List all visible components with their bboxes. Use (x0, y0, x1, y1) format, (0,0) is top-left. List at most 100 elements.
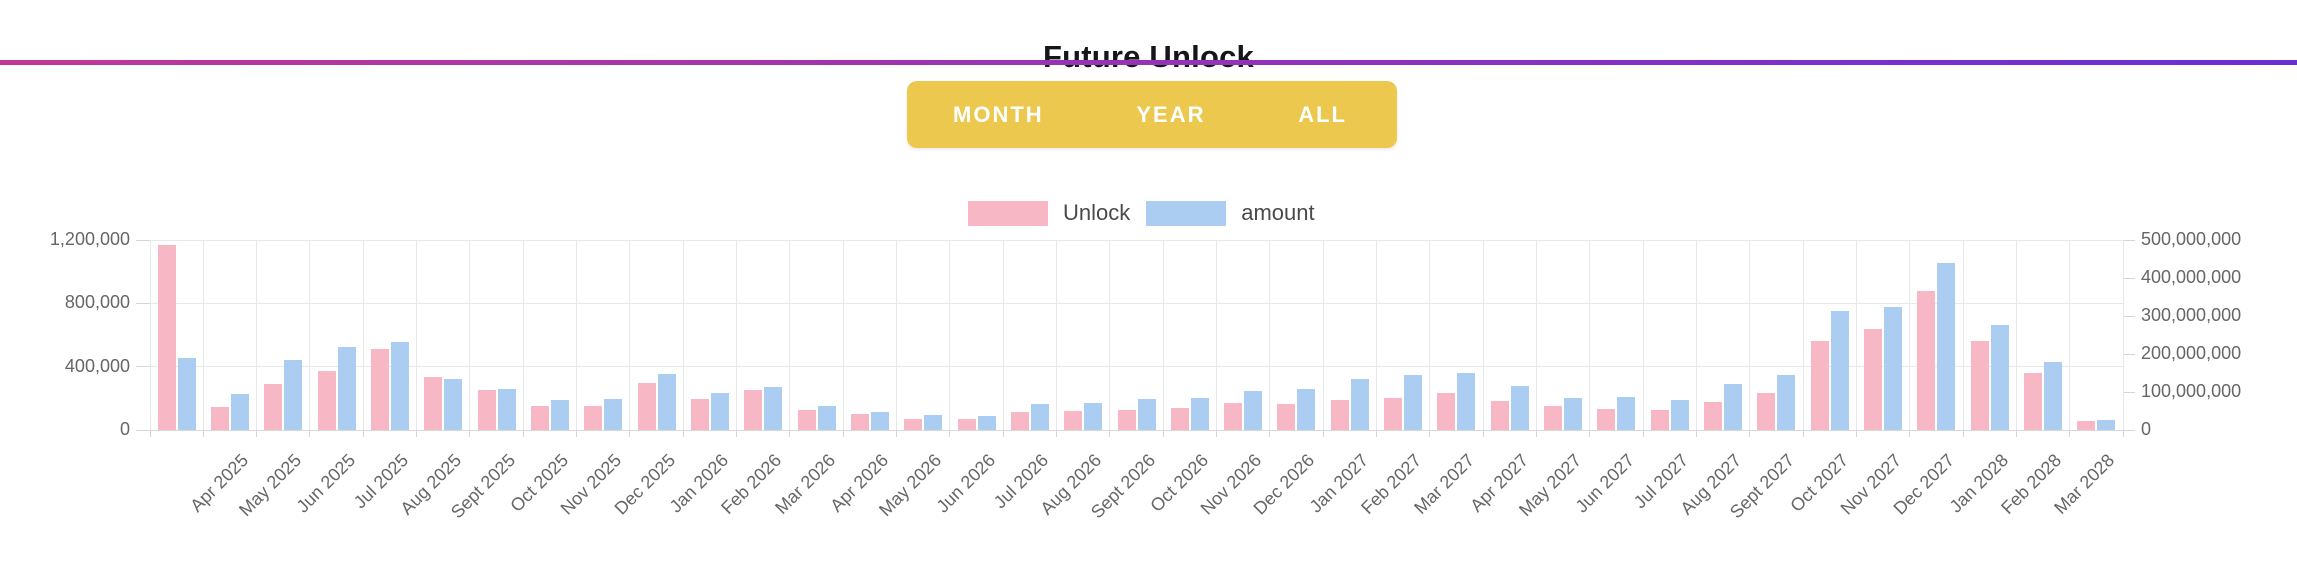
x-axis-tick (1269, 430, 1271, 437)
unlock-bar[interactable] (1970, 341, 1989, 430)
v-gridline (202, 240, 204, 430)
amount-bar[interactable] (497, 388, 516, 430)
legend-item-unlock[interactable]: Unlock (968, 200, 1130, 226)
unlock-bar[interactable] (1277, 404, 1296, 430)
unlock-bar[interactable] (1170, 408, 1189, 430)
y-axis-label-right: 300,000,000 (2141, 305, 2242, 325)
legend-item-amount[interactable]: amount (1146, 200, 1315, 226)
x-axis-tick (629, 430, 631, 437)
amount-bar[interactable] (1564, 397, 1583, 430)
amount-bar[interactable] (817, 406, 836, 430)
x-axis-tick (1482, 430, 1484, 437)
amount-bar[interactable] (2044, 362, 2062, 430)
unlock-bar[interactable] (1490, 401, 1509, 430)
v-gridline (1589, 240, 1591, 430)
unlock-bar[interactable] (744, 390, 763, 430)
amount-bar[interactable] (604, 398, 623, 430)
unlock-bar[interactable] (264, 384, 283, 430)
amount-bar[interactable] (337, 346, 356, 430)
amount-bar[interactable] (550, 400, 569, 430)
amount-bar[interactable] (1777, 375, 1796, 430)
unlock-bar[interactable] (1224, 403, 1243, 430)
unlock-bar[interactable] (1544, 406, 1563, 430)
unlock-bar[interactable] (904, 418, 923, 430)
unlock-bar[interactable] (957, 419, 976, 430)
v-gridline (629, 240, 631, 430)
amount-bar[interactable] (284, 359, 303, 430)
unlock-bar[interactable] (1384, 397, 1403, 430)
amount-bar[interactable] (2097, 420, 2116, 430)
amount-bar[interactable] (1084, 403, 1103, 430)
amount-bar[interactable] (177, 357, 196, 430)
unlock-bar[interactable] (584, 406, 603, 430)
unlock-bar[interactable] (850, 414, 869, 430)
unlock-bar[interactable] (1864, 328, 1883, 430)
unlock-bar[interactable] (210, 406, 229, 430)
unlock-bar[interactable] (370, 348, 389, 430)
unlock-bar[interactable] (1810, 341, 1829, 430)
unlock-bar[interactable] (317, 371, 336, 430)
amount-bar[interactable] (1830, 311, 1849, 430)
amount-bar[interactable] (977, 415, 996, 430)
amount-bar[interactable] (1404, 374, 1423, 430)
amount-bar[interactable] (444, 379, 463, 430)
x-axis-tick (1162, 430, 1164, 437)
unlock-bar[interactable] (1597, 409, 1616, 430)
unlock-bar[interactable] (690, 399, 709, 430)
amount-bar[interactable] (1670, 400, 1689, 430)
y-axis-tick-right (2123, 315, 2135, 317)
range-option-month[interactable]: MONTH (953, 101, 1044, 127)
unlock-bar[interactable] (1437, 392, 1456, 430)
unlock-bar[interactable] (1650, 410, 1669, 430)
amount-bar[interactable] (657, 373, 676, 430)
v-gridline (2122, 240, 2124, 430)
y-axis-tick-left (136, 239, 150, 241)
amount-bar[interactable] (1244, 391, 1263, 430)
x-axis-tick (2015, 430, 2017, 437)
amount-bar[interactable] (390, 342, 409, 430)
amount-bar[interactable] (1457, 373, 1476, 430)
range-option-all[interactable]: ALL (1298, 101, 1347, 127)
unlock-bar[interactable] (1010, 411, 1029, 430)
unlock-bar[interactable] (424, 377, 443, 430)
amount-bar[interactable] (870, 411, 889, 430)
amount-bar[interactable] (764, 386, 783, 430)
amount-bar[interactable] (230, 394, 249, 430)
unlock-bar[interactable] (2077, 420, 2096, 430)
v-gridline (1909, 240, 1911, 430)
amount-bar[interactable] (1724, 383, 1743, 430)
amount-bar[interactable] (1350, 379, 1369, 430)
amount-bar[interactable] (1030, 403, 1049, 430)
amount-bar[interactable] (1937, 263, 1956, 430)
v-gridline (1109, 240, 1111, 430)
h-gridline (150, 239, 2123, 241)
range-option-year[interactable]: YEAR (1136, 101, 1206, 127)
x-axis-tick (789, 430, 791, 437)
legend-swatch-unlock (968, 200, 1048, 226)
amount-bar[interactable] (1510, 386, 1529, 430)
amount-bar[interactable] (1990, 324, 2009, 430)
unlock-bar[interactable] (1117, 410, 1136, 430)
amount-bar[interactable] (1190, 397, 1209, 430)
unlock-bar[interactable] (2024, 373, 2042, 430)
unlock-bar[interactable] (1704, 402, 1723, 430)
unlock-bar[interactable] (530, 406, 549, 430)
unlock-bar[interactable] (477, 390, 496, 430)
x-axis-tick (949, 430, 951, 437)
unlock-bar[interactable] (797, 410, 816, 430)
v-gridline (1375, 240, 1377, 430)
x-axis-tick (1056, 430, 1057, 437)
unlock-bar[interactable] (1064, 411, 1083, 430)
amount-bar[interactable] (1137, 399, 1156, 430)
unlock-bar[interactable] (1330, 400, 1349, 430)
amount-bar[interactable] (1617, 396, 1636, 430)
unlock-bar[interactable] (637, 382, 656, 430)
unlock-bar[interactable] (1757, 393, 1776, 430)
unlock-bar[interactable] (157, 244, 176, 430)
amount-bar[interactable] (1884, 306, 1903, 430)
amount-bar[interactable] (924, 415, 943, 430)
unlock-bar[interactable] (1917, 291, 1936, 430)
amount-bar[interactable] (1297, 389, 1316, 430)
amount-bar[interactable] (710, 392, 729, 430)
